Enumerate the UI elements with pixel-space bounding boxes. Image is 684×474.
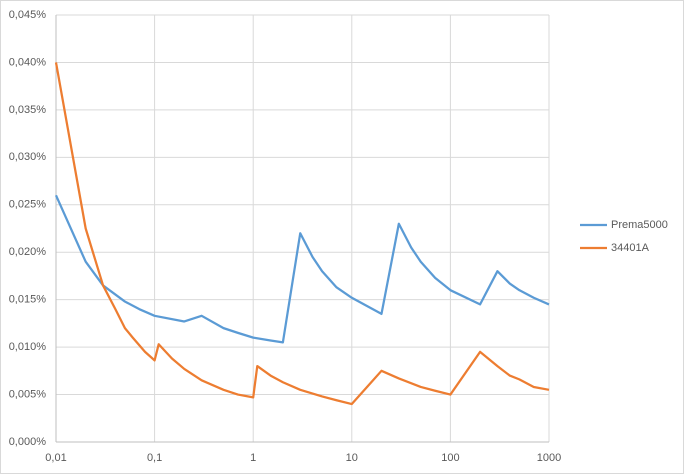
x-tick-label: 100 (441, 452, 459, 464)
x-tick-label: 1 (250, 452, 256, 464)
y-tick-label: 0,005% (9, 388, 47, 400)
legend-label: Prema5000 (611, 219, 668, 231)
y-tick-label: 0,020% (9, 246, 47, 258)
legend-label: 34401A (611, 242, 650, 254)
y-tick-label: 0,015% (9, 294, 47, 306)
x-tick-label: 1000 (537, 452, 561, 464)
x-tick-label: 0,01 (45, 452, 66, 464)
y-tick-label: 0,035% (9, 104, 47, 116)
y-tick-label: 0,030% (9, 151, 47, 163)
y-tick-label: 0,025% (9, 199, 47, 211)
y-tick-label: 0,045% (9, 9, 47, 21)
x-tick-label: 10 (346, 452, 358, 464)
x-tick-label: 0,1 (147, 452, 162, 464)
y-tick-label: 0,000% (9, 436, 47, 448)
y-tick-label: 0,040% (9, 56, 47, 68)
series-line (54, 62, 550, 406)
y-tick-label: 0,010% (9, 341, 47, 353)
series-line (54, 194, 550, 344)
